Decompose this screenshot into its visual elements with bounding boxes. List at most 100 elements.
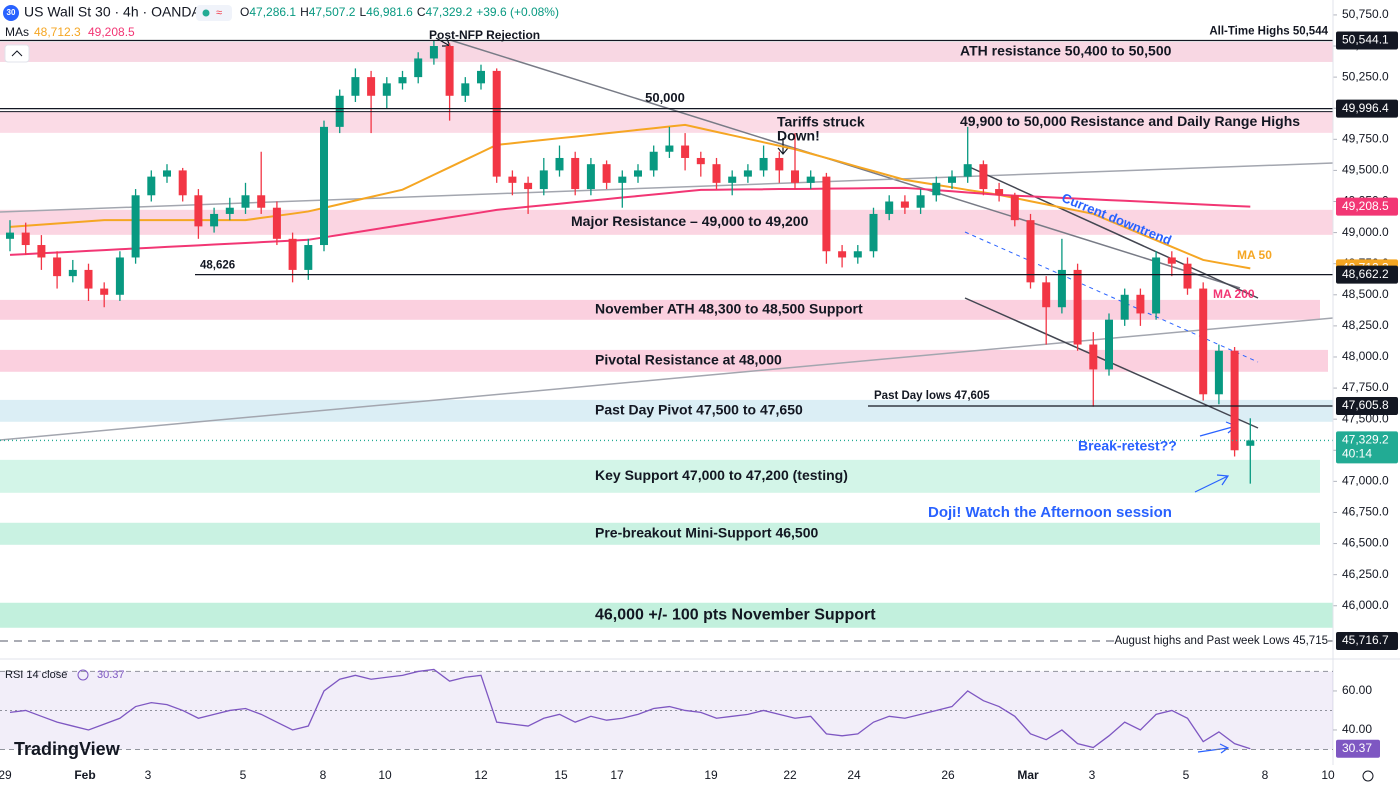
candle-body: [712, 164, 721, 183]
zone: [0, 459, 1320, 493]
zone-label: ATH resistance 50,400 to 50,500: [960, 43, 1172, 59]
candle-body: [602, 164, 611, 183]
x-tick-label: 17: [610, 768, 624, 782]
y-tick-label: 50,750.0: [1342, 7, 1389, 21]
levels: 50,544.149,996.449,208.548,712.348,662.2…: [0, 31, 1398, 650]
series-label: MA 50: [1237, 248, 1272, 262]
y-tick-label: 49,000.0: [1342, 225, 1389, 239]
annotation: Post-NFP Rejection: [429, 28, 540, 42]
price-tag: [1336, 31, 1398, 50]
rsi-pane: 40.00 60.00 30.37 RSI 14 close 30.37: [0, 668, 1380, 758]
candles: [6, 40, 1255, 484]
candle-body: [822, 176, 831, 252]
candle-body: [414, 58, 423, 78]
candle-body: [461, 83, 470, 96]
rsi-tag: [1336, 739, 1380, 758]
candle-body: [1199, 288, 1208, 395]
level-note: 50,000: [645, 90, 685, 105]
candle-body: [1230, 350, 1239, 451]
y-tick-label: 49,500.0: [1342, 163, 1389, 177]
y-tick-label: 46,000.0: [1342, 598, 1389, 612]
rsi-value: 30.37: [97, 669, 125, 681]
ma-value: 48,712.3: [34, 25, 81, 39]
price-tag-label: 45,716.7: [1342, 633, 1389, 647]
x-tick-label: 19: [704, 768, 718, 782]
y-tick-label: 46,250.0: [1342, 567, 1389, 581]
candle-body: [367, 77, 376, 96]
candle-body: [1183, 263, 1192, 289]
candle-body: [539, 170, 548, 190]
x-tick-label: 10: [378, 768, 392, 782]
zone: [0, 602, 1333, 628]
mas-label: MAs: [5, 25, 29, 39]
y-tick-label: 46,500.0: [1342, 536, 1389, 550]
y-tick-label: 50,250.0: [1342, 69, 1389, 83]
x-tick-label: 5: [240, 768, 247, 782]
x-tick-label: 26: [941, 768, 955, 782]
collapse-button[interactable]: [4, 44, 30, 63]
zone-label: Key Support 47,000 to 47,200 (testing): [595, 467, 848, 483]
candle-body: [1010, 195, 1019, 221]
ohlc-value: 46,981.6: [366, 5, 413, 19]
rsi-line: [9, 668, 1251, 750]
candle-body: [398, 77, 407, 84]
ohlc-key: O: [240, 5, 249, 19]
candle-body: [869, 213, 878, 252]
settings-icon[interactable]: [1362, 770, 1374, 782]
zone-label: 49,900 to 50,000 Resistance and Daily Ra…: [960, 113, 1300, 129]
price-tag: [1336, 631, 1398, 650]
candle-body: [163, 170, 171, 177]
trend-line: [964, 231, 1259, 363]
candle-body: [257, 195, 266, 208]
level-note: August highs and Past week Lows 45,715: [1114, 635, 1328, 647]
candle-body: [571, 157, 580, 190]
symbol[interactable]: US Wall St 30 · 4h · OANDA: [24, 4, 202, 20]
zone-label: November ATH 48,300 to 48,500 Support: [595, 301, 863, 317]
candle-body: [429, 46, 438, 59]
candle-body: [759, 157, 768, 171]
candle-body: [932, 182, 941, 196]
level-note: All-Time Highs 50,544: [1209, 26, 1328, 38]
candle-body: [963, 164, 972, 177]
ohlc-key: L: [359, 5, 366, 19]
candle-body: [445, 46, 454, 96]
candle-body: [665, 145, 674, 152]
zone: [0, 111, 1333, 133]
candle-body: [1167, 257, 1176, 264]
y-tick-label: 60.00: [1342, 683, 1372, 697]
candle-body: [838, 251, 847, 258]
status-icon: ≈: [216, 7, 222, 19]
candle-body: [131, 195, 140, 258]
candle-body: [995, 189, 1004, 196]
candle-body: [979, 164, 988, 190]
price-tag: [1336, 197, 1398, 216]
candle-body: [681, 145, 690, 158]
moving-average: [9, 186, 1251, 256]
x-tick-label: 15: [554, 768, 568, 782]
ohlc-value: 47,286.1: [249, 5, 296, 19]
candle-body: [272, 207, 281, 239]
ohlc-key: H: [300, 5, 309, 19]
symbol-logo: [3, 5, 19, 21]
y-tick-label: 47,750.0: [1342, 380, 1389, 394]
ohlc-key: C: [417, 5, 426, 19]
y-tick-label: 48,000.0: [1342, 349, 1389, 363]
candle-body: [618, 176, 627, 183]
candle-body: [382, 83, 391, 96]
collapse-icon: [11, 50, 23, 57]
candle-body: [304, 245, 313, 270]
x-tick-label: 8: [1262, 768, 1269, 782]
price-tag: [1336, 431, 1398, 464]
candle-body: [586, 164, 595, 190]
y-tick-label: 48,500.0: [1342, 287, 1389, 301]
candle-body: [1089, 344, 1098, 370]
ohlc-value: 47,507.2: [309, 5, 356, 19]
x-tick-label: 10: [1321, 768, 1335, 782]
arrow: [1197, 743, 1230, 754]
annotation: Down!: [777, 128, 820, 144]
zone-label: Pre-breakout Mini-Support 46,500: [595, 524, 818, 540]
candle-body: [194, 195, 203, 227]
zones: [0, 41, 1333, 628]
ohlc-values: O47,286.1 H47,507.2 L46,981.6 C47,329.2 +39.…: [240, 5, 559, 19]
candle-body: [477, 70, 485, 84]
